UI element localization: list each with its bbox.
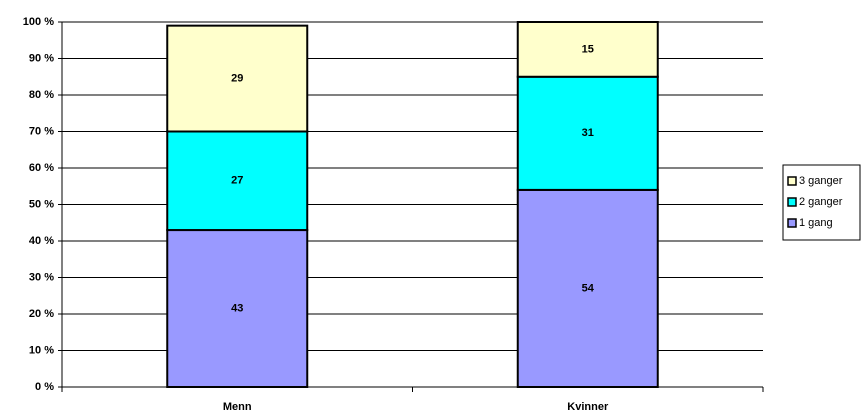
legend-swatch: [787, 197, 797, 207]
legend-label: 3 ganger: [799, 175, 843, 187]
y-tick-label: 10 %: [29, 344, 54, 356]
legend-label: 1 gang: [799, 217, 833, 229]
bar-segment: [516, 188, 659, 388]
bar-segment: [166, 130, 309, 232]
bar-segment: [166, 24, 309, 133]
y-tick-label: 90 %: [29, 52, 54, 64]
legend-label: 2 ganger: [799, 196, 843, 208]
y-tick-label: 20 %: [29, 308, 54, 320]
x-tick-label: Kvinner: [567, 401, 609, 413]
bar-segment: [516, 75, 659, 191]
y-tick-label: 0 %: [35, 381, 54, 393]
bar-segment: [166, 229, 309, 388]
data-label: 29: [231, 72, 243, 84]
x-tick-label: Menn: [223, 401, 252, 413]
y-tick-label: 40 %: [29, 235, 54, 247]
legend-swatch: [787, 218, 797, 228]
data-label: 43: [231, 302, 243, 314]
bar-segment: [516, 21, 659, 78]
legend-swatch: [787, 176, 797, 186]
y-tick-label: 70 %: [29, 125, 54, 137]
y-tick-label: 60 %: [29, 162, 54, 174]
y-tick-label: 100 %: [23, 16, 54, 28]
data-label: 27: [231, 175, 243, 187]
y-tick-label: 50 %: [29, 198, 54, 210]
data-label: 54: [582, 282, 595, 294]
data-label: 31: [582, 127, 594, 139]
y-tick-label: 80 %: [29, 89, 54, 101]
data-label: 15: [582, 43, 594, 55]
y-tick-label: 30 %: [29, 271, 54, 283]
